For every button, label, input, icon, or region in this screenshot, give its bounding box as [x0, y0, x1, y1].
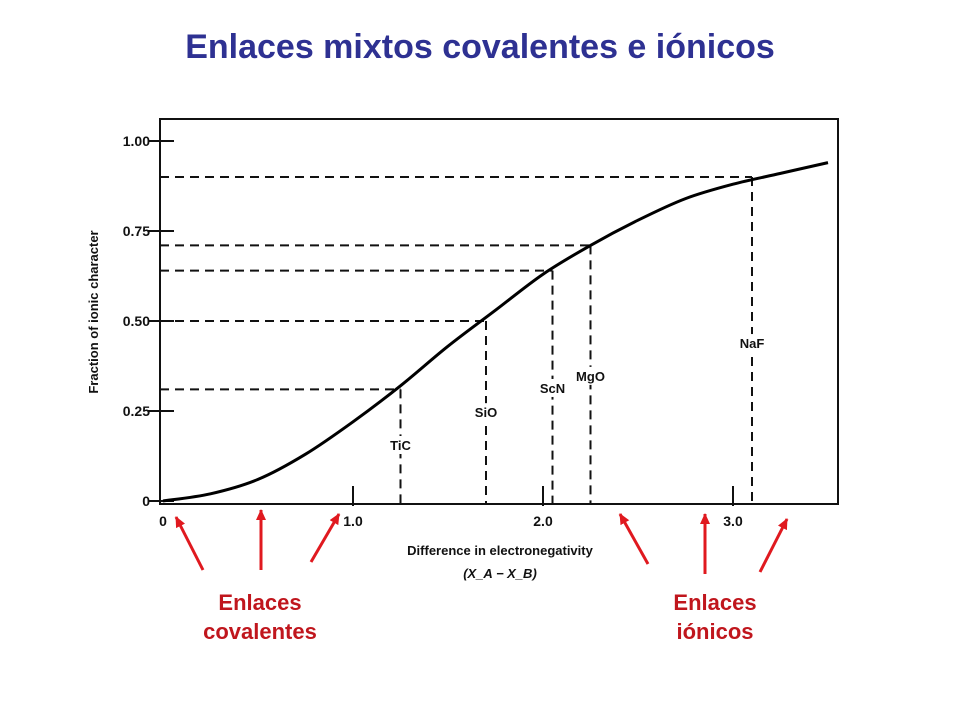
y-tick-label-3: 0.75	[123, 223, 150, 239]
compound-label-sio: SiO	[475, 405, 497, 420]
label-bg-naf	[735, 334, 769, 353]
x-axis-formula: (X_A − X_B)	[463, 566, 537, 581]
series-line	[162, 161, 829, 503]
y-axis-title: Fraction of ionic character	[86, 230, 101, 393]
plot-frame	[159, 118, 839, 505]
arrows	[174, 509, 789, 574]
arrow-ionic-3	[758, 518, 789, 573]
x-tick-label-2: 2.0	[533, 513, 553, 529]
label-bg-tic	[383, 435, 418, 454]
y-tick-label-1: 0.25	[123, 403, 150, 419]
arrow-covalent-1	[174, 516, 205, 571]
y-tick-label-4: 1.00	[123, 133, 150, 149]
slide-title: Enlaces mixtos covalentes e iónicos	[185, 28, 775, 66]
compound-label-mgo: MgO	[576, 369, 605, 384]
arrow-ionic-1	[618, 513, 650, 565]
ionic-callout-line2: iónicos	[676, 619, 754, 644]
x-tick-label-0: 0	[159, 513, 167, 529]
compound-label-tic: TiC	[390, 438, 411, 453]
axis-ticks: 0 0.25 0.50 0.75 1.00 0 1.0 2.0 3.0	[123, 133, 743, 529]
x-axis-title: Difference in electronegativity	[407, 543, 593, 558]
x-tick-label-3: 3.0	[723, 513, 743, 529]
ionic-callout-line1: Enlaces	[673, 590, 757, 615]
ionic-callout: Enlaces iónicos	[640, 588, 790, 646]
label-bg-scn	[535, 378, 570, 397]
compound-labels: TiC SiO ScN MgO NaF	[383, 334, 769, 454]
y-tick-label-2: 0.50	[123, 313, 150, 329]
covalent-callout-line2: covalentes	[203, 619, 317, 644]
arrow-covalent-3	[309, 513, 341, 563]
compound-label-scn: ScN	[540, 381, 565, 396]
y-tick-label-0: 0	[142, 493, 150, 509]
covalent-callout: Enlaces covalentes	[180, 588, 340, 646]
covalent-callout-line1: Enlaces	[218, 590, 302, 615]
compound-label-naf: NaF	[740, 336, 765, 351]
label-bg-mgo	[573, 366, 608, 385]
x-tick-label-1: 1.0	[343, 513, 363, 529]
guide-lines	[160, 176, 753, 504]
label-bg-sio	[469, 403, 503, 422]
